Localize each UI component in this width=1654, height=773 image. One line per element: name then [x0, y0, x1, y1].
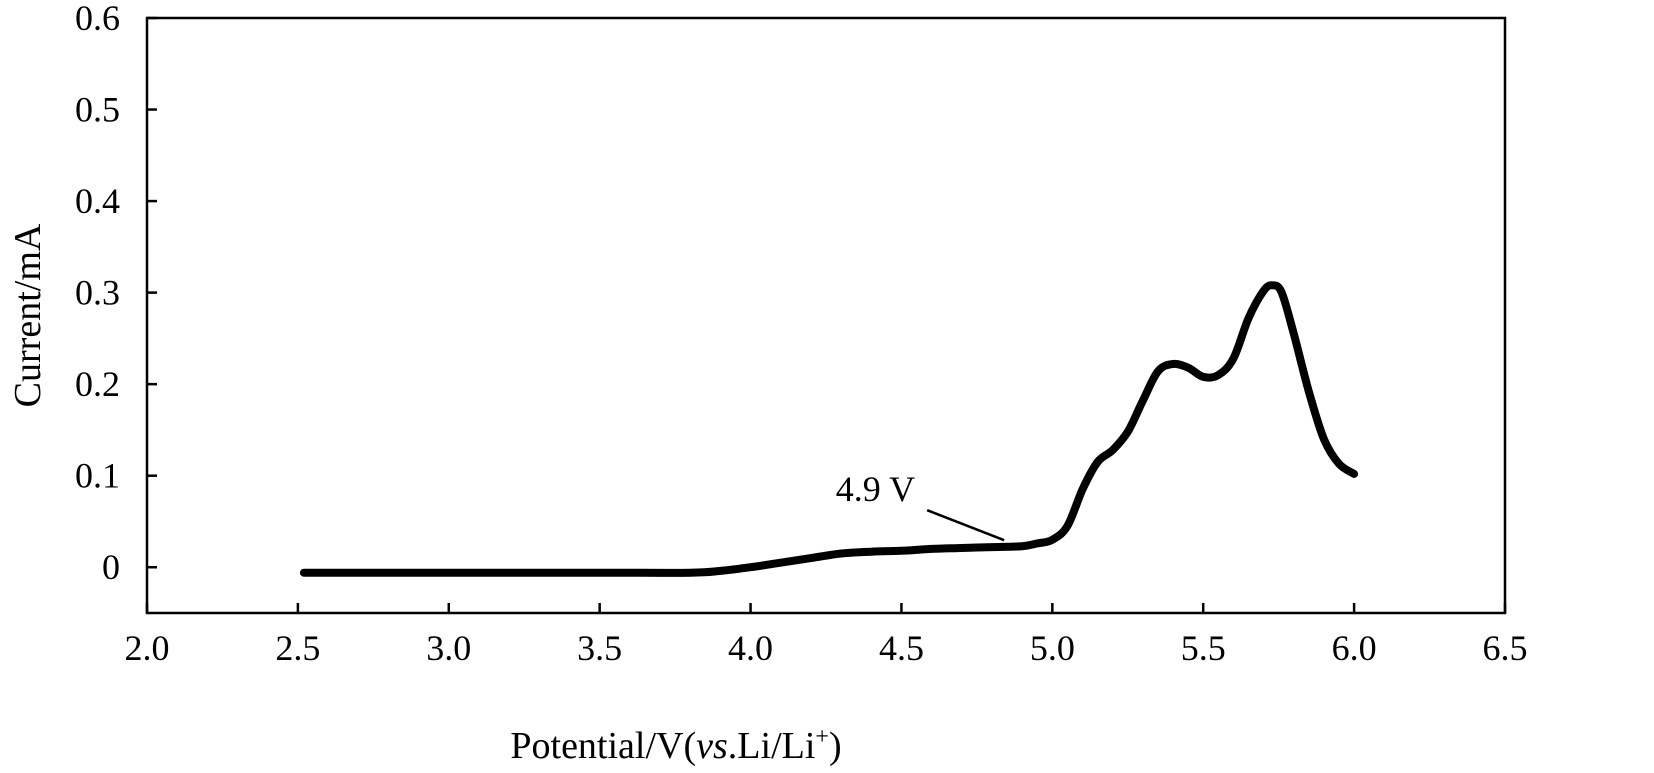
x-tick-label: 2.0 — [125, 628, 170, 668]
annotation-leader-line — [926, 509, 1005, 542]
y-tick-label: 0.3 — [75, 273, 120, 313]
x-axis-title: Potential/V(vs.Li/Li+) — [510, 724, 841, 767]
y-tick-label: 0 — [102, 547, 120, 587]
series-line — [299, 281, 1359, 577]
tick-labels-layer: 2.0 2.5 3.0 3.5 4.0 4.5 5.0 5.5 6.0 6.5 0 0.1 0.2 0.3… — [75, 0, 1528, 668]
x-tick-label: 5.5 — [1181, 628, 1226, 668]
y-tick-label: 0.1 — [75, 456, 120, 496]
y-tick-label: 0.6 — [75, 0, 120, 38]
x-tick-label: 6.5 — [1483, 628, 1528, 668]
y-tick-label: 0.4 — [75, 181, 120, 221]
x-axis-title-italic: vs — [696, 725, 728, 767]
x-tick-label: 4.5 — [879, 628, 924, 668]
y-tick-label: 0.2 — [75, 364, 120, 404]
x-tick-label: 3.5 — [577, 628, 622, 668]
ticks-layer — [145, 16, 1507, 613]
x-tick-label: 5.0 — [1030, 628, 1075, 668]
x-tick-label: 6.0 — [1332, 628, 1377, 668]
x-axis-title-superscript: + — [815, 724, 829, 750]
x-tick-label: 4.0 — [728, 628, 773, 668]
x-axis-title-suffix: ) — [829, 725, 842, 767]
y-tick-label: 0.5 — [75, 90, 120, 130]
x-tick-label: 3.0 — [426, 628, 471, 668]
x-axis-title-middle: .Li/Li — [728, 725, 816, 767]
x-tick-label: 2.5 — [275, 628, 320, 668]
plot-frame — [145, 16, 1507, 615]
x-axis-title-prefix: Potential/V( — [510, 725, 696, 767]
y-axis-title: Current/mA — [7, 223, 49, 407]
annotation-label: 4.9 V — [836, 469, 915, 509]
